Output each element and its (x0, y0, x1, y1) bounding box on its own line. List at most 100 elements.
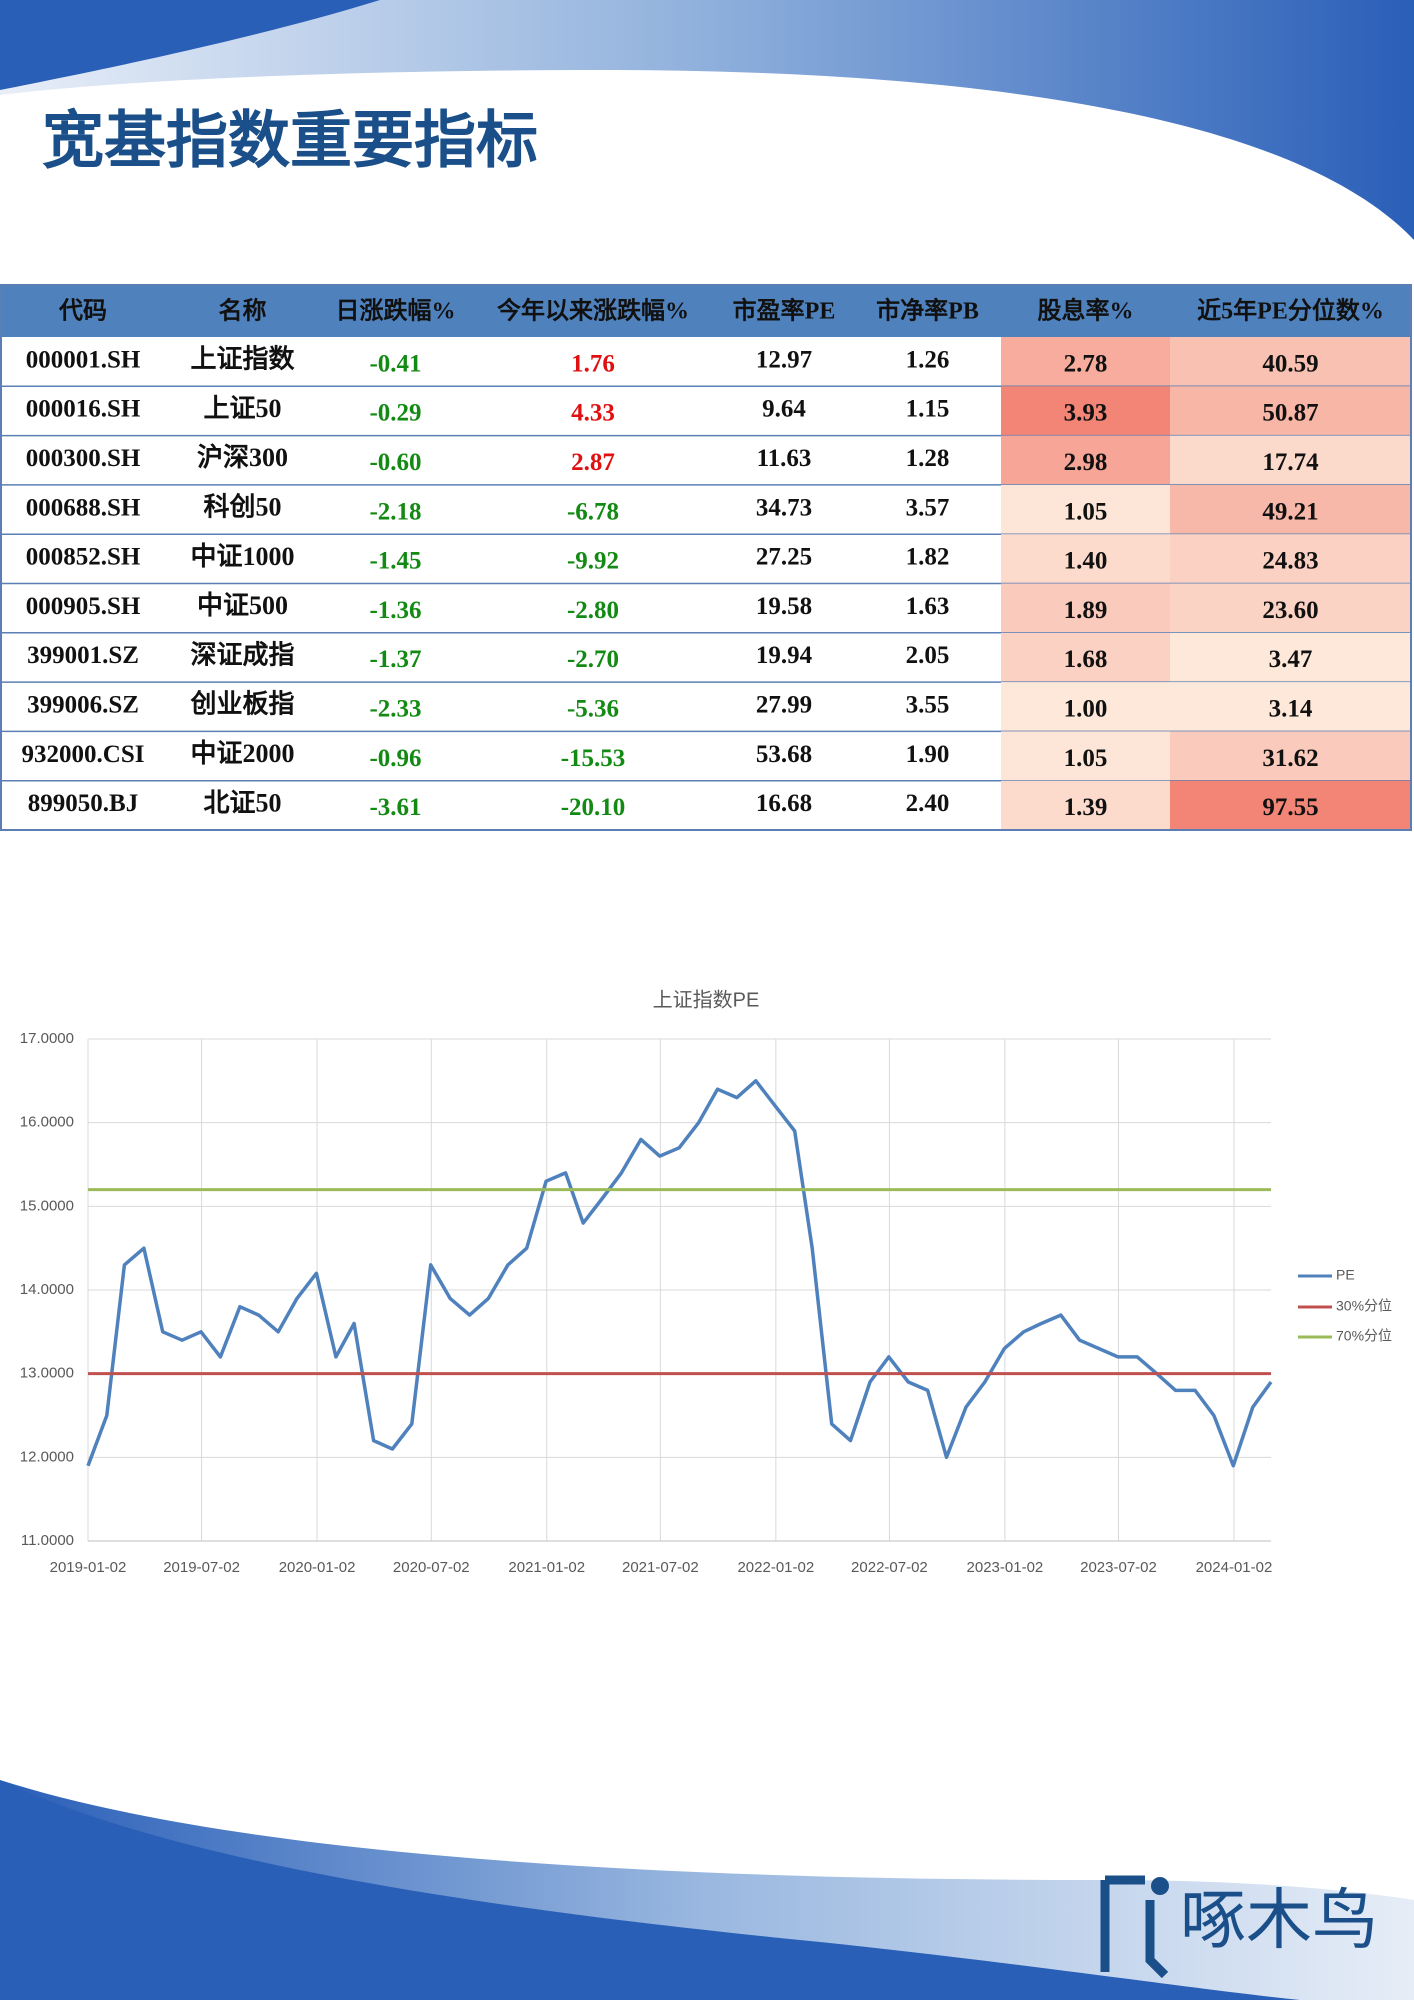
table-cell: 科创50 (203, 493, 281, 522)
table-cell: 000688.SH (26, 494, 141, 521)
table-cell: -1.45 (369, 548, 421, 575)
table-cell: 53.68 (756, 741, 812, 768)
heat-cell (1001, 534, 1170, 584)
heat-cell (1170, 435, 1411, 485)
table-cell: -15.53 (561, 745, 626, 772)
table-cell: -2.33 (369, 695, 421, 722)
table-cell: 中证500 (197, 591, 288, 620)
table-cell: 1.89 (1064, 597, 1108, 624)
x-tick-label: 2021-07-02 (622, 1559, 699, 1576)
table-cell: -2.70 (567, 646, 619, 673)
table-cell: 1.05 (1064, 745, 1108, 772)
table-cell: 3.14 (1269, 695, 1313, 722)
y-tick-label: 15.0000 (20, 1197, 74, 1214)
table-cell: 34.73 (756, 494, 812, 521)
table-cell: 4.33 (571, 400, 615, 427)
table-cell: -20.10 (561, 794, 626, 821)
table-cell: 创业板指 (189, 690, 294, 719)
table-cell: -0.60 (369, 449, 421, 476)
table-cell: 1.68 (1064, 646, 1108, 673)
heat-cell (1170, 484, 1411, 535)
table-cell: 1.76 (571, 350, 615, 377)
table-cell: 23.60 (1262, 597, 1318, 624)
heat-cell (1001, 435, 1170, 485)
table-cell: 27.99 (756, 691, 812, 718)
table-cell: 上证50 (203, 394, 281, 423)
heat-cell (1170, 386, 1411, 436)
table-cell: 899050.BJ (28, 790, 138, 817)
table-cell: -6.78 (567, 498, 619, 525)
heat-cell (1170, 337, 1411, 387)
heat-cell (1170, 632, 1411, 683)
table-border (0, 284, 1412, 831)
table-cell: 2.05 (906, 642, 950, 669)
table-cell: 1.15 (906, 396, 950, 423)
table-cell: 1.40 (1064, 548, 1108, 575)
table-cell: 9.64 (762, 396, 806, 423)
heat-cell (1001, 780, 1170, 830)
x-tick-label: 2020-01-02 (279, 1559, 356, 1576)
table-cell: 1.63 (906, 593, 950, 620)
heat-cell (1001, 386, 1170, 436)
heat-cell (1001, 731, 1170, 781)
table-cell: 2.40 (906, 790, 950, 817)
table-cell: 中证2000 (190, 739, 294, 768)
table-cell: 31.62 (1262, 745, 1318, 772)
legend-label: 70%分位 (1336, 1328, 1392, 1344)
table-cell: 24.83 (1262, 548, 1318, 575)
heat-cell (1170, 534, 1411, 584)
table-cell: 19.58 (756, 593, 812, 620)
legend-label: 30%分位 (1336, 1298, 1392, 1314)
top-wave-dark (0, 0, 380, 90)
table-cell: 932000.CSI (22, 741, 145, 768)
table-cell: -5.36 (567, 695, 619, 722)
table-cell: 3.93 (1064, 400, 1108, 427)
table-cell: 399006.SZ (27, 691, 139, 718)
table-cell: 1.82 (906, 544, 950, 571)
table-cell: 97.55 (1262, 794, 1318, 821)
table-cell: 40.59 (1262, 350, 1318, 377)
x-tick-label: 2020-07-02 (393, 1559, 470, 1576)
table-cell: 50.87 (1262, 400, 1318, 427)
y-tick-label: 14.0000 (20, 1281, 74, 1298)
table-cell: -3.61 (369, 794, 421, 821)
table-cell: -0.29 (369, 400, 421, 427)
table-header: 近5年PE分位数% (1197, 297, 1384, 325)
table-cell: 000905.SH (26, 593, 141, 620)
table-cell: 北证50 (203, 788, 281, 817)
table-cell: 3.47 (1269, 646, 1313, 673)
table-cell: -2.18 (369, 498, 421, 525)
line-series (86, 1079, 1273, 1468)
y-tick-label: 16.0000 (20, 1114, 74, 1131)
table-cell: -0.41 (369, 350, 421, 377)
table-cell: 1.26 (906, 346, 950, 373)
table-cell: 3.57 (906, 494, 950, 521)
table-cell: 2.98 (1064, 449, 1108, 476)
table-cell: -9.92 (567, 548, 619, 575)
heat-cell (1170, 583, 1411, 633)
table-cell: 上证指数 (190, 345, 295, 374)
table-cell: 1.39 (1064, 794, 1108, 821)
y-tick-label: 17.0000 (20, 1030, 74, 1047)
x-tick-label: 2024-01-02 (1196, 1559, 1273, 1576)
x-tick-label: 2023-07-02 (1080, 1559, 1157, 1576)
table-cell: 1.90 (906, 741, 950, 768)
x-tick-label: 2023-01-02 (967, 1559, 1044, 1576)
table-header: 股息率% (1038, 297, 1134, 325)
table-cell: 19.94 (756, 642, 813, 669)
heat-cell (1001, 583, 1170, 633)
y-tick-label: 13.0000 (20, 1365, 74, 1382)
table-cell: 399001.SZ (27, 642, 139, 669)
page-title: 宽基指数重要指标 (42, 106, 538, 175)
table-cell: 49.21 (1262, 498, 1318, 525)
y-tick-label: 12.0000 (20, 1448, 74, 1465)
x-tick-label: 2019-07-02 (163, 1559, 240, 1576)
table-header-bg (0, 285, 1411, 337)
heat-cell (1170, 780, 1411, 830)
table-cell: 2.87 (571, 449, 615, 476)
heat-cell (1001, 484, 1170, 535)
logo-dot (1151, 1877, 1169, 1895)
table-cell: -0.96 (369, 745, 421, 772)
